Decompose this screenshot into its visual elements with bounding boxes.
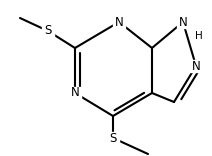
Text: S: S xyxy=(44,24,52,37)
Text: N: N xyxy=(115,15,123,29)
Bar xyxy=(42,25,54,37)
Bar xyxy=(177,16,189,28)
Text: S: S xyxy=(109,132,117,144)
Text: N: N xyxy=(192,59,200,73)
Bar xyxy=(190,60,202,72)
Bar xyxy=(107,132,119,144)
Text: N: N xyxy=(179,15,187,29)
Text: N: N xyxy=(71,86,79,100)
Bar xyxy=(69,87,81,99)
Text: H: H xyxy=(195,31,203,41)
Bar xyxy=(113,16,125,28)
